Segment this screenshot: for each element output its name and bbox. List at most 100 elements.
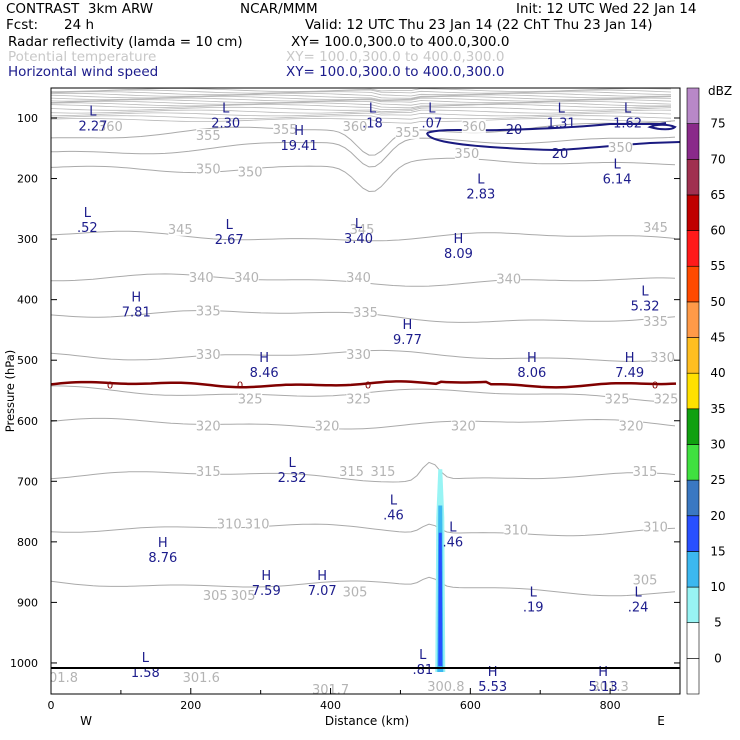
extremum-marker: L (419, 648, 427, 663)
extremum-marker: H (158, 536, 168, 551)
colorbar-label: 50 (710, 295, 725, 309)
x-tick-label: 800 (600, 699, 621, 712)
field-reflectivity-xy: XY= 100.0,300.0 to 400.0,300.0 (291, 34, 510, 50)
theta-contours (51, 120, 676, 597)
colorbar-swatch (686, 479, 700, 517)
theta-label-bg (196, 348, 221, 362)
theta-label-bg (196, 162, 221, 176)
theta-label-bg (98, 119, 123, 133)
theta-band-line (51, 104, 672, 110)
plot-frame (50, 87, 681, 695)
theta-label-bg (196, 465, 221, 479)
theta-label-bg (231, 589, 256, 603)
theta-label-bg (633, 573, 658, 587)
theta-band-line (51, 106, 672, 113)
theta-label-bg (196, 128, 221, 142)
field-wind-xy: XY= 100.0,300.0 to 400.0,300.0 (286, 64, 505, 80)
colorbar-label: 55 (710, 259, 725, 273)
theta-label-bg (238, 165, 263, 179)
theta-label-bg (370, 465, 395, 479)
model-title: CONTRAST 3km ARW (6, 1, 154, 17)
theta-band-line (51, 92, 672, 99)
theta-label-bg (189, 271, 214, 285)
theta-band-line (51, 100, 672, 106)
theta-label: 310 (503, 524, 528, 539)
theta-label-bg (339, 465, 364, 479)
colorbar-swatch (686, 87, 700, 124)
y-tick-label: 200 (17, 173, 38, 186)
colorbar-label: 5 (714, 616, 722, 630)
y-tick-label: 100 (17, 112, 38, 125)
reflectivity-15dbz (438, 532, 443, 666)
extremum-value: 8.09 (444, 247, 473, 262)
theta-label-bg (181, 670, 222, 684)
colorbar-title: dBZ (708, 84, 732, 98)
theta-label: 300.8 (427, 680, 464, 695)
extremum-value: 1.31 (547, 117, 576, 132)
theta-band-line (51, 118, 671, 124)
extremum-marker: H (294, 124, 304, 139)
theta-label: 350 (608, 141, 633, 156)
theta-label: 340 (234, 271, 259, 286)
colorbar-label: 75 (710, 117, 725, 131)
extremum-marker: L (222, 102, 230, 117)
theta-label: 301.8 (41, 671, 78, 686)
theta-label: 315 (371, 465, 396, 480)
stratosphere-theta-band (51, 88, 672, 124)
extremum-value: .24 (628, 601, 649, 616)
freezing-level: 0 0 0 0 (51, 380, 677, 391)
theta-band-line (51, 102, 672, 109)
field-theta-name: Potential temperature (8, 49, 157, 65)
colorbar-swatch (686, 622, 700, 659)
theta-label: 310 (245, 518, 270, 533)
theta-band-line (51, 91, 672, 97)
y-tick-label: 700 (17, 475, 38, 488)
theta-label-bg (425, 679, 466, 693)
colorbar-label: 15 (710, 544, 725, 558)
theta-label: 310 (217, 518, 242, 533)
extremum-marker: L (449, 521, 457, 536)
theta-label: 340 (496, 272, 521, 287)
theta-label: 315 (196, 465, 221, 480)
extremum-value: 7.49 (615, 366, 644, 381)
theta-contour-350 (51, 157, 676, 193)
theta-contour-360 (51, 120, 676, 156)
freezing-level-line (51, 380, 677, 389)
extremum-value: 2.27 (78, 120, 107, 135)
theta-label-bg (643, 520, 668, 534)
theta-label-bg (590, 679, 631, 693)
theta-label: 350 (454, 147, 479, 162)
theta-label: 320 (451, 420, 476, 435)
freezing-level-label: 0 (365, 380, 371, 391)
extremum-value: 7.07 (308, 584, 337, 599)
theta-label: 355 (273, 123, 298, 138)
y-tick-label: 900 (17, 596, 38, 609)
theta-contour-355 (51, 136, 676, 168)
extremum-marker: H (131, 291, 141, 306)
theta-label: 335 (353, 306, 378, 321)
x-tick-label: 200 (180, 699, 201, 712)
theta-label-bg (315, 419, 340, 433)
y-tick-label: 1000 (10, 657, 38, 670)
fcst-value: 24 h (64, 17, 95, 33)
y-tick-label: 600 (17, 415, 38, 428)
extremum-value: 1.62 (613, 117, 642, 132)
theta-label-bg (496, 272, 521, 286)
theta-label: 315 (339, 465, 364, 480)
theta-label-bg (196, 304, 221, 318)
colorbar-label: 35 (710, 402, 725, 416)
freezing-level-label: 0 (107, 380, 113, 391)
theta-label-bg (343, 119, 368, 133)
theta-contour-345 (51, 230, 676, 242)
theta-label: 330 (196, 348, 221, 363)
extremum-value: 2.32 (278, 471, 307, 486)
theta-label: 360 (98, 120, 123, 135)
wind-contour-20-loop (647, 123, 677, 131)
theta-label-bg (454, 147, 479, 161)
field-reflectivity-name: Radar reflectivity (lamda = 10 cm) (8, 34, 243, 50)
theta-label: 335 (196, 305, 221, 320)
theta-band-line (51, 94, 672, 101)
extremum-marker: H (261, 569, 271, 584)
colorbar-swatch (686, 658, 700, 695)
theta-label-bg (350, 222, 375, 236)
